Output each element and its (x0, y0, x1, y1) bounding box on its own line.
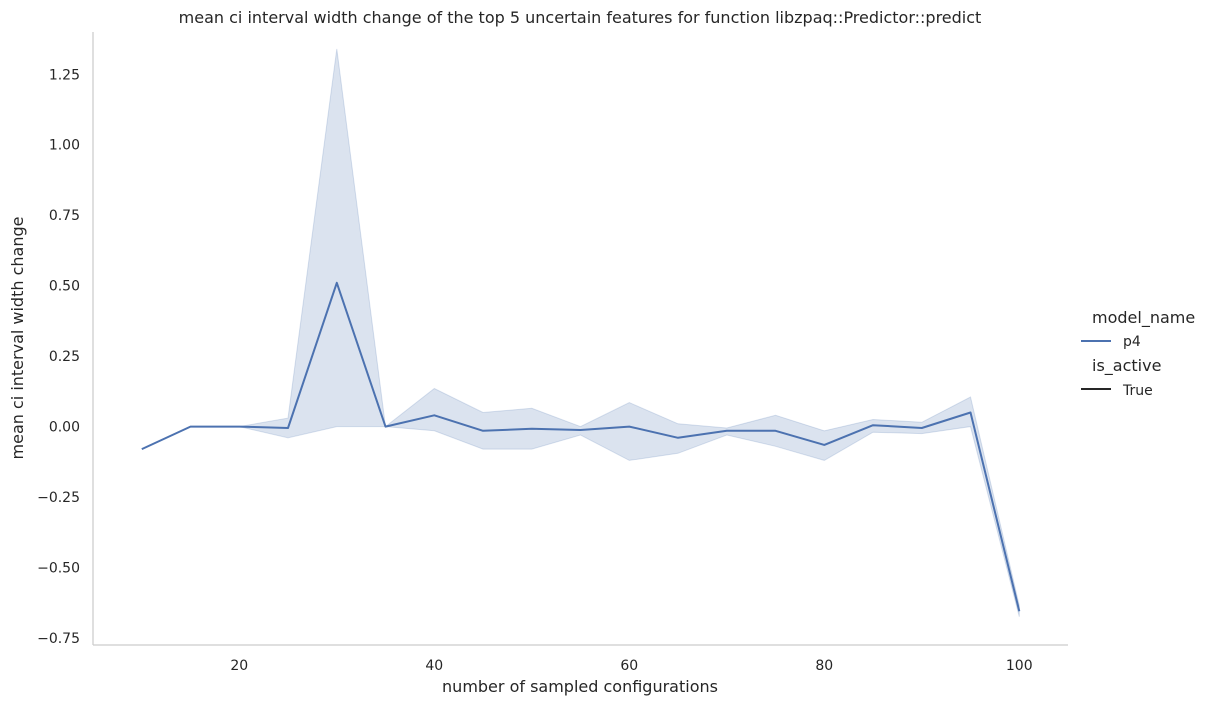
x-tick-label: 40 (425, 658, 443, 674)
y-tick-label: −0.50 (37, 560, 80, 576)
x-tick-label: 100 (1006, 658, 1033, 674)
x-axis-label: number of sampled configurations (442, 677, 718, 696)
legend-title-is-active: is_active (1092, 356, 1161, 376)
y-tick-label: 0.25 (49, 349, 80, 365)
chart-title: mean ci interval width change of the top… (179, 8, 982, 27)
y-tick-labels: −0.75 −0.50 −0.25 0.00 0.25 0.50 0.75 1.00 1.25 (37, 67, 80, 647)
y-tick-label: −0.75 (37, 631, 80, 647)
plot-area (141, 48, 1021, 617)
x-tick-label: 60 (620, 658, 638, 674)
y-tick-label: −0.25 (37, 490, 80, 506)
series-line-p4 (141, 281, 1021, 612)
legend-label-true: True (1122, 383, 1153, 399)
confidence-band-p4 (141, 48, 1020, 617)
legend: model_name p4 is_active True (1081, 308, 1195, 399)
y-tick-label: 0.50 (49, 279, 80, 295)
y-axis-label: mean ci interval width change (8, 217, 27, 460)
legend-label-p4: p4 (1123, 334, 1141, 350)
y-tick-label: 0.00 (49, 420, 80, 436)
y-tick-label: 1.00 (49, 138, 80, 154)
x-tick-label: 20 (230, 658, 248, 674)
y-tick-label: 1.25 (49, 67, 80, 83)
y-tick-label: 0.75 (49, 208, 80, 224)
axes (92, 32, 1068, 646)
legend-title-model-name: model_name (1092, 308, 1195, 328)
x-tick-labels: 20 40 60 80 100 (230, 658, 1032, 674)
x-tick-label: 80 (815, 658, 833, 674)
